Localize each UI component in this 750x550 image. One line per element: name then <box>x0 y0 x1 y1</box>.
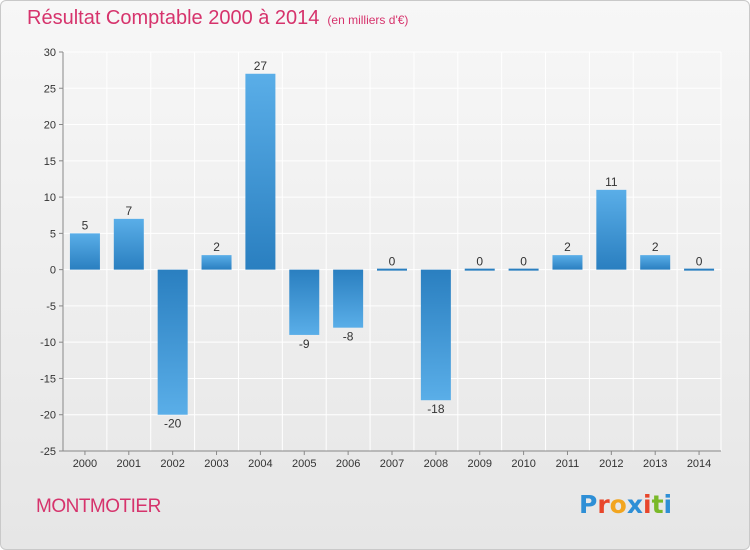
commune-name: MONTMOTIER <box>36 496 161 517</box>
bar <box>201 255 232 270</box>
data-label: 0 <box>389 255 396 269</box>
bar <box>464 268 495 271</box>
bar <box>596 189 627 270</box>
bar <box>245 73 276 270</box>
y-tick-label: -10 <box>40 337 56 349</box>
logo-letter: P <box>579 490 598 519</box>
y-tick-label: 30 <box>44 47 56 59</box>
bar <box>420 269 451 401</box>
x-tick-label: 2009 <box>467 458 491 470</box>
y-tick-label: -15 <box>40 373 56 385</box>
x-tick-label: 2007 <box>380 458 404 470</box>
data-label: 0 <box>476 255 483 269</box>
x-tick-label: 2011 <box>556 458 580 470</box>
chart-subtitle: (en milliers d'€) <box>327 13 409 27</box>
x-tick-label: 2010 <box>511 458 535 470</box>
y-tick-label: 20 <box>44 120 56 132</box>
bar <box>640 255 671 270</box>
x-tick-label: 2000 <box>73 458 97 470</box>
data-label: 27 <box>254 59 268 73</box>
x-tick-label: 2008 <box>424 458 448 470</box>
y-tick-label: 0 <box>50 265 56 277</box>
x-tick-label: 2002 <box>160 458 184 470</box>
logo-letter: r <box>597 490 610 519</box>
x-tick-label: 2014 <box>687 458 711 470</box>
y-tick-label: -20 <box>40 410 56 422</box>
bar <box>289 269 320 335</box>
chart-title: Résultat Comptable 2000 à 2014 (en millie… <box>27 7 408 30</box>
data-label: 2 <box>564 240 571 254</box>
logo-letter: i <box>643 490 652 519</box>
bar <box>157 269 188 415</box>
bar <box>377 268 407 271</box>
logo-letter: x <box>626 490 643 519</box>
data-label: 5 <box>82 218 89 232</box>
y-tick-label: -25 <box>40 446 56 458</box>
title-text: Résultat Comptable 2000 à 2014 <box>27 7 320 29</box>
x-tick-label: 2001 <box>117 458 141 470</box>
x-tick-label: 2003 <box>204 458 228 470</box>
y-tick-label: 5 <box>50 228 56 240</box>
logo-letter: i <box>663 490 673 519</box>
data-label: 2 <box>652 240 659 254</box>
y-tick-label: 15 <box>44 156 56 168</box>
y-tick-label: 10 <box>44 192 56 204</box>
data-label: -18 <box>427 402 445 416</box>
bar <box>113 218 144 270</box>
bar <box>508 268 539 271</box>
data-label: -8 <box>343 330 354 344</box>
y-tick-label: -5 <box>46 301 56 313</box>
bar <box>552 255 583 270</box>
data-label: 0 <box>520 255 527 269</box>
x-tick-label: 2004 <box>248 458 272 470</box>
y-tick-label: 25 <box>44 83 56 95</box>
data-label: -20 <box>164 417 182 431</box>
logo-letter: o <box>609 490 627 519</box>
logo-letter: t <box>651 490 664 519</box>
data-label: 0 <box>696 255 703 269</box>
data-label: 2 <box>213 240 220 254</box>
data-label: 11 <box>605 175 618 189</box>
x-tick-label: 2013 <box>643 458 667 470</box>
data-label: -9 <box>299 337 310 351</box>
bar <box>684 268 715 271</box>
x-tick-label: 2006 <box>336 458 360 470</box>
x-tick-label: 2005 <box>292 458 316 470</box>
proxiti-logo[interactable]: Proxiti <box>579 490 672 519</box>
x-tick-label: 2012 <box>599 458 623 470</box>
data-label: 7 <box>125 204 132 218</box>
bar <box>69 233 100 270</box>
bar <box>333 269 364 328</box>
